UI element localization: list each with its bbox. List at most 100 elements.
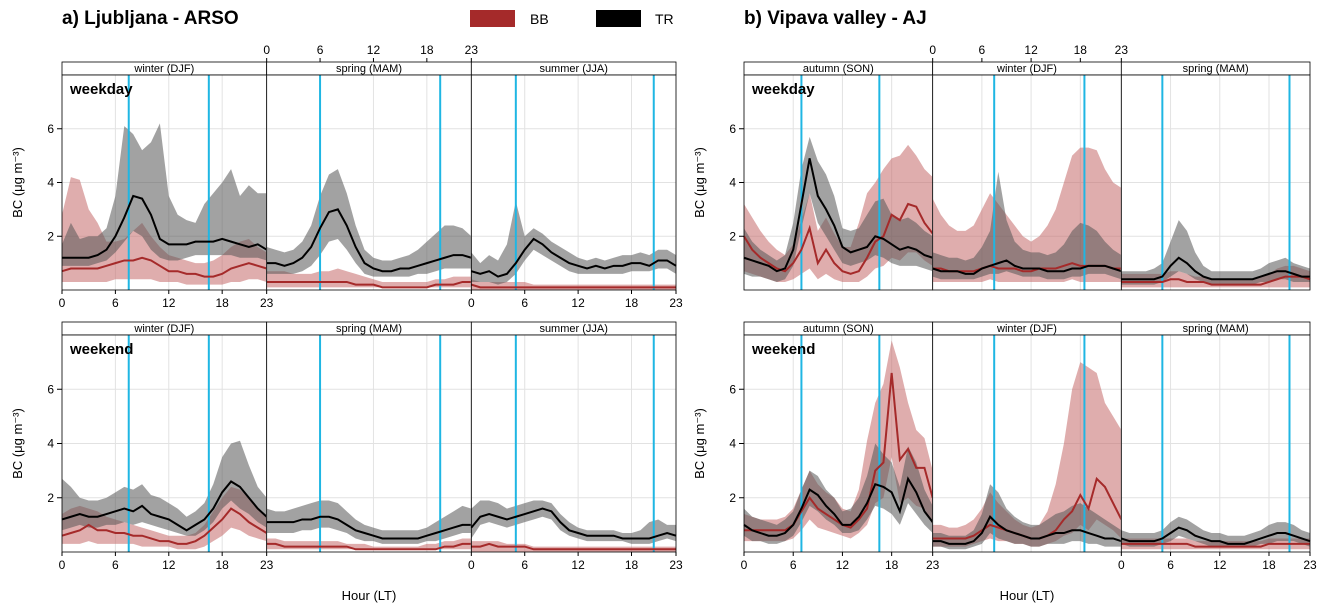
panel: summer (JJA) 0 6 12 18 23: [468, 61, 683, 310]
panel: summer (JJA) 0 6 12 18 23: [468, 321, 683, 572]
legend-swatch: [470, 10, 515, 27]
band: [266, 169, 472, 277]
x-tick-label: 12: [571, 296, 585, 310]
series-line: [266, 280, 472, 289]
y-tick-label: 6: [47, 382, 54, 396]
x-tick-label: 6: [317, 43, 324, 57]
series-line: [932, 515, 1122, 545]
band: [62, 123, 267, 266]
series-line: [470, 507, 677, 540]
panel: spring (MAM): [266, 321, 472, 553]
strip-label: autumn (SON): [803, 63, 874, 75]
x-tick-label: 18: [625, 558, 639, 572]
strip-label: autumn (SON): [803, 323, 874, 335]
row-label: weekend: [751, 341, 815, 358]
row-label: weekday: [751, 81, 815, 98]
x-tick-label: 23: [1303, 558, 1317, 572]
legend-label: TR: [655, 11, 674, 27]
y-tick-label: 4: [729, 176, 736, 190]
panel: spring (MAM): [1120, 61, 1311, 291]
strip-label: summer (JJA): [539, 63, 607, 75]
series-line: [743, 158, 933, 273]
band: [932, 362, 1122, 547]
band: [1121, 516, 1310, 547]
series-line: [61, 256, 267, 278]
x-tick-label: 18: [1262, 558, 1276, 572]
band: [744, 443, 933, 544]
panel-border: [470, 74, 677, 291]
y-tick-label: 2: [729, 229, 736, 243]
x-tick-label: 0: [741, 558, 748, 572]
strip-label: winter (DJF): [996, 323, 1057, 335]
strip-label: winter (DJF): [996, 63, 1057, 75]
strip-label: spring (MAM): [336, 323, 402, 335]
chart-title: b) Vipava valley - AJ: [744, 8, 927, 29]
y-tick-label: 2: [729, 491, 736, 505]
legend-label: BB: [530, 11, 549, 27]
x-tick-label: 18: [625, 296, 639, 310]
x-axis-label: Hour (LT): [1000, 588, 1055, 603]
y-tick-label: 4: [47, 437, 54, 451]
series-line: [266, 542, 472, 551]
x-tick-label: 6: [112, 296, 119, 310]
band: [744, 340, 933, 542]
x-tick-label: 18: [215, 558, 229, 572]
x-tick-label: 6: [979, 43, 986, 57]
strip-label: winter (DJF): [133, 323, 194, 335]
row-label: weekend: [69, 341, 133, 358]
series-line: [471, 283, 676, 289]
panel: autumn (SON) weekend 2 4 6 0 6 12 18 23: [729, 321, 940, 572]
y-tick-label: 4: [47, 176, 54, 190]
x-tick-label: 23: [926, 558, 940, 572]
panel: winter (DJF) 0 6 12 18 23: [929, 43, 1129, 291]
panel-border: [1120, 334, 1311, 553]
panel: spring (MAM) 0 6 12 18 23: [263, 43, 479, 291]
chart-title: a) Ljubljana - ARSO: [62, 8, 239, 29]
series-line: [1121, 256, 1310, 281]
strip-label: spring (MAM): [1183, 323, 1249, 335]
band: [744, 136, 933, 282]
panel: winter (DJF): [932, 321, 1123, 553]
x-tick-label: 12: [367, 43, 381, 57]
x-tick-label: 23: [669, 296, 683, 310]
x-tick-label: 0: [59, 296, 66, 310]
panel: winter (DJF)weekend 2 4 6 0 6 12 18 23: [47, 321, 274, 572]
x-tick-label: 0: [263, 43, 270, 57]
x-tick-label: 0: [468, 296, 475, 310]
x-tick-label: 18: [1074, 43, 1088, 57]
x-tick-label: 23: [669, 558, 683, 572]
row-label: weekday: [69, 81, 133, 98]
x-tick-label: 0: [59, 558, 66, 572]
panel: autumn (SON) weekday 2 4 6: [729, 61, 934, 291]
series-line: [743, 476, 934, 537]
series-line: [1121, 275, 1311, 286]
strip-label: winter (DJF): [133, 63, 194, 75]
x-tick-label: 23: [1115, 43, 1129, 57]
panel-border: [1120, 74, 1311, 291]
y-tick-label: 6: [729, 382, 736, 396]
x-tick-label: 0: [468, 558, 475, 572]
series-line: [266, 208, 472, 273]
y-axis-label: BC (μg m⁻³): [10, 408, 25, 479]
panel: spring (MAM) 0 6 12 18 23: [1118, 321, 1317, 572]
y-tick-label: 2: [47, 229, 54, 243]
band: [471, 201, 676, 285]
band: [471, 500, 676, 544]
series-line: [471, 542, 676, 551]
x-axis-label: Hour (LT): [342, 588, 397, 603]
legend-swatch: [596, 10, 641, 27]
series-line: [61, 507, 268, 545]
series-line: [1121, 542, 1310, 548]
x-tick-label: 12: [571, 558, 585, 572]
x-tick-label: 23: [465, 43, 479, 57]
band: [266, 500, 472, 544]
x-tick-label: 0: [1118, 558, 1125, 572]
series-line: [266, 515, 472, 540]
series-line: [62, 194, 268, 259]
y-axis-label: BC (μg m⁻³): [692, 408, 707, 479]
x-tick-label: 6: [521, 558, 528, 572]
x-tick-label: 18: [420, 43, 434, 57]
series-line: [61, 480, 268, 532]
x-tick-label: 23: [260, 558, 274, 572]
x-tick-label: 6: [1167, 558, 1174, 572]
